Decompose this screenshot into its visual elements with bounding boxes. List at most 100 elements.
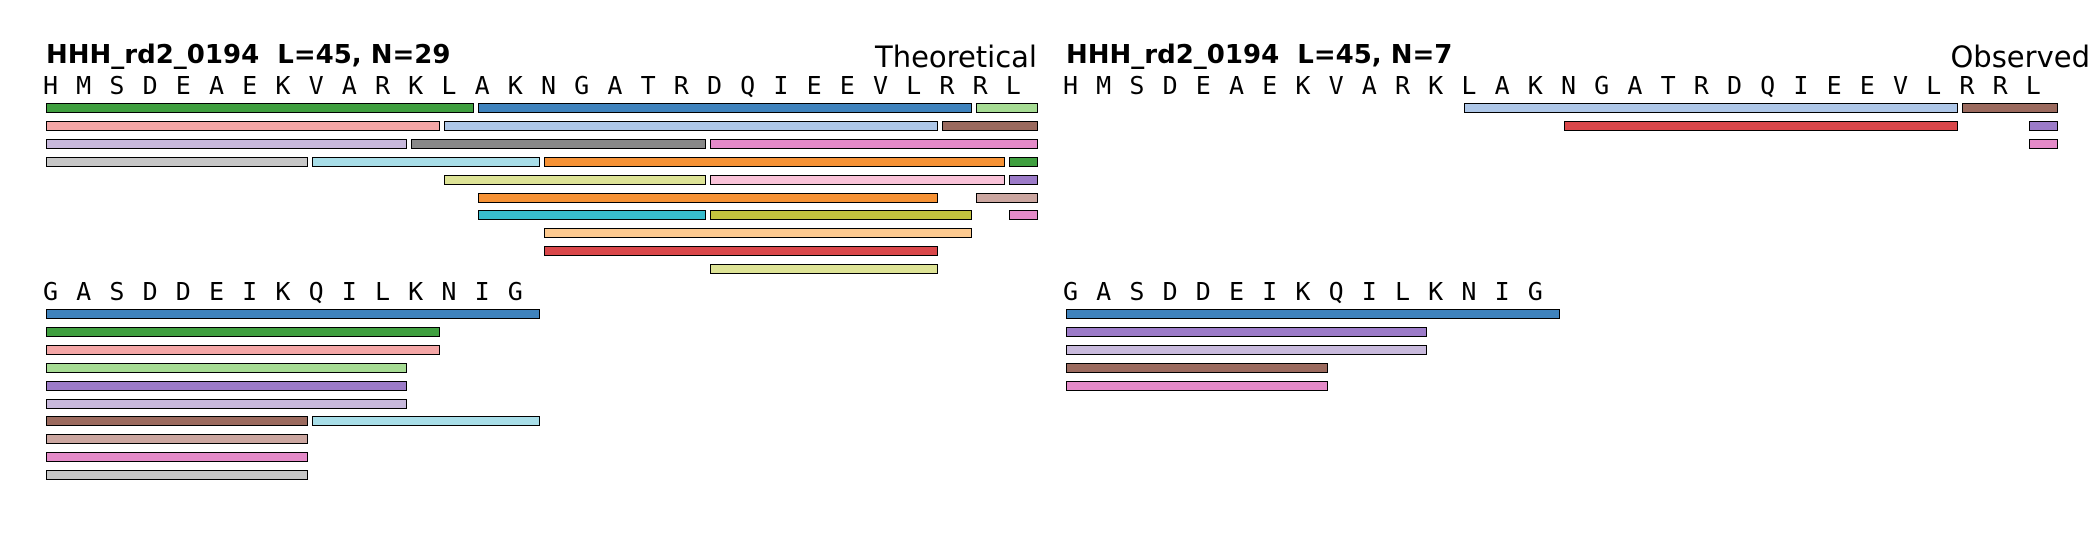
peptide-bar (311, 156, 540, 167)
residue-letter: L (374, 277, 391, 306)
residue-letter: K (275, 277, 291, 306)
residue-letter: S (1129, 71, 1145, 100)
residue-letter: Q (308, 277, 324, 306)
peptide-bar (1066, 380, 1328, 391)
peptide-bar (477, 103, 972, 113)
residue-letter: E (1262, 71, 1278, 100)
residue-letter: E (1859, 71, 1875, 100)
peptide-bar (444, 174, 706, 185)
peptide-bar (710, 210, 972, 221)
peptide-bar (46, 326, 441, 337)
residue-letter: R (673, 71, 689, 100)
peptide-bar (710, 174, 1005, 185)
residue-letter: A (1228, 71, 1245, 100)
peptide-bar (1008, 210, 1038, 221)
residue-letter: N (441, 277, 457, 306)
residue-letter: A (1494, 71, 1510, 100)
peptide-bar (46, 103, 474, 113)
panel-label: Observed (1950, 40, 2090, 74)
peptide-bar (942, 120, 1038, 131)
peptide-bar (46, 398, 408, 409)
residue-letter: K (1295, 71, 1311, 100)
residue-letter: I (474, 277, 490, 306)
peptide-bar (46, 470, 308, 481)
residue-letter: I (1262, 277, 1278, 306)
residue-letter: S (1129, 277, 1145, 306)
peptide-bar (46, 344, 441, 355)
residue-letter: G (1062, 277, 1079, 306)
residue-letter: V (308, 71, 324, 100)
residue-letter: R (1959, 71, 1975, 100)
residue-letter: S (109, 71, 125, 100)
residue-letter: E (1195, 71, 1211, 100)
residue-letter: A (1096, 277, 1112, 306)
residue-letter: A (1361, 71, 1377, 100)
residue-letter: K (1428, 71, 1444, 100)
residue-letter: I (773, 71, 789, 100)
residue-letter: D (1162, 71, 1178, 100)
residue-letter: D (1726, 71, 1743, 100)
peptide-bar (544, 156, 1005, 167)
peptide-bar (975, 192, 1038, 203)
peptide-bar (1066, 362, 1328, 373)
peptide-bar (477, 210, 706, 221)
residue-letter: A (474, 71, 490, 100)
peptide-bar (1464, 103, 1959, 113)
residue-letter: I (1494, 277, 1510, 306)
residue-letter: N (1560, 71, 1577, 100)
residue-letter: T (640, 71, 656, 100)
residue-letter: Q (1328, 277, 1344, 306)
residue-letter: R (939, 71, 955, 100)
panel-title: HHH_rd2_0194 L=45, N=29 (46, 40, 451, 70)
peptide-bar (1008, 156, 1038, 167)
residue-letter: D (142, 277, 158, 306)
residue-letter: R (374, 71, 391, 100)
residue-letter: M (1096, 71, 1112, 100)
peptide-bar (544, 246, 939, 257)
residue-letter: M (76, 71, 92, 100)
residue-letter: A (76, 277, 92, 306)
residue-letter: I (242, 277, 258, 306)
peptide-bar (46, 380, 408, 391)
residue-letter: H (1062, 71, 1079, 100)
residue-letter: K (1527, 71, 1543, 100)
residue-letter: E (242, 71, 258, 100)
peptide-bar (46, 434, 308, 445)
residue-letter: R (972, 71, 988, 100)
panel-title: HHH_rd2_0194 L=45, N=7 (1066, 40, 1453, 70)
residue-letter: R (1394, 71, 1411, 100)
residue-letter: H (42, 71, 59, 100)
peptide-bar (2028, 120, 2058, 131)
residue-letter: E (839, 71, 855, 100)
residue-letter: R (1992, 71, 2008, 100)
residue-letter: I (1361, 277, 1377, 306)
residue-letter: E (1228, 277, 1245, 306)
peptide-bar (710, 138, 1038, 149)
peptide-bar (1066, 344, 1428, 355)
peptide-bar (46, 156, 308, 167)
residue-letter: D (706, 71, 723, 100)
residue-letter: A (1627, 71, 1643, 100)
residue-letter: E (1826, 71, 1842, 100)
residue-letter: K (408, 71, 424, 100)
residue-letter: Q (740, 71, 756, 100)
residue-letter: G (507, 277, 523, 306)
residue-letter: V (872, 71, 889, 100)
residue-letter: L (1926, 71, 1942, 100)
peptide-bar (46, 120, 441, 131)
peptide-bar (46, 309, 540, 319)
peptide-bar (411, 138, 706, 149)
residue-letter: K (1295, 277, 1311, 306)
peptide-bar (1564, 120, 1959, 131)
residue-letter: N (540, 71, 557, 100)
residue-letter: G (42, 277, 59, 306)
residue-letter: D (175, 277, 191, 306)
residue-letter: A (607, 71, 623, 100)
peptide-bar (975, 103, 1038, 113)
residue-letter: I (341, 277, 357, 306)
peptide-bar (2028, 138, 2058, 149)
residue-letter: E (806, 71, 822, 100)
residue-letter: R (1693, 71, 1709, 100)
peptide-bar (477, 192, 939, 203)
